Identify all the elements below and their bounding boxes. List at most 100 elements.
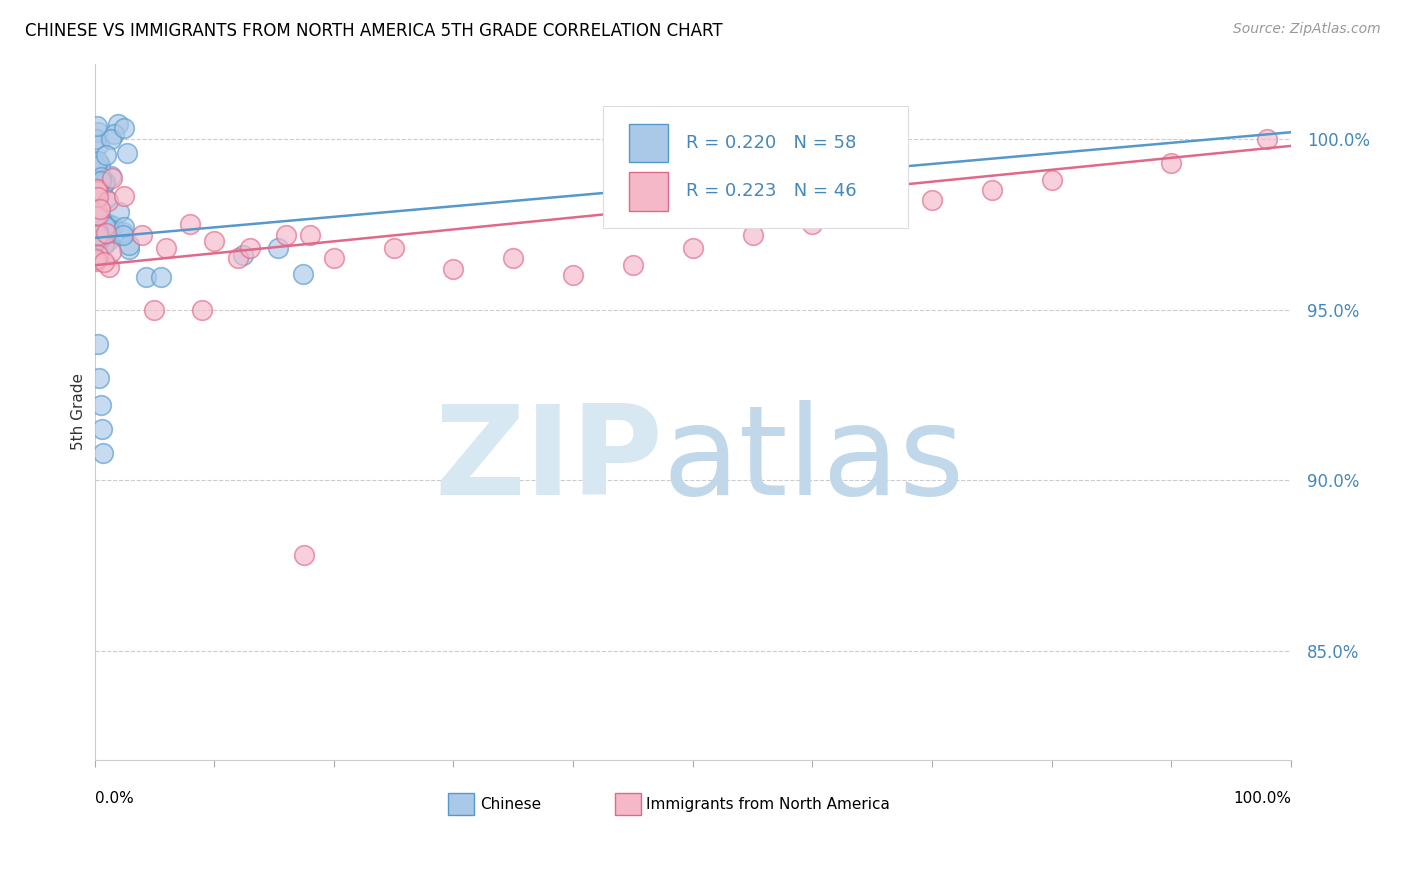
Point: [1256, 132, 1278, 146]
Point: [232, 248, 254, 262]
Point: [86, 242, 108, 256]
FancyBboxPatch shape: [447, 793, 474, 815]
Point: [97, 194, 120, 208]
Point: [89, 158, 111, 172]
Point: [382, 241, 405, 255]
Point: [84, 202, 107, 216]
Point: [90, 170, 112, 185]
Point: [226, 252, 249, 266]
Point: [1160, 156, 1182, 170]
Point: [131, 227, 153, 242]
Text: Source: ZipAtlas.com: Source: ZipAtlas.com: [1233, 22, 1381, 37]
Point: [801, 217, 824, 231]
Point: [84, 208, 107, 222]
Point: [84, 183, 107, 197]
Point: [443, 261, 465, 276]
Point: [292, 548, 315, 562]
Point: [86, 120, 108, 134]
Point: [91, 446, 114, 460]
Point: [1040, 173, 1063, 187]
Point: [87, 232, 110, 246]
Point: [87, 136, 110, 151]
Point: [274, 227, 297, 242]
Point: [98, 217, 121, 231]
Point: [86, 181, 108, 195]
Point: [94, 226, 117, 240]
Point: [118, 238, 141, 252]
Text: 100.0%: 100.0%: [1233, 791, 1291, 805]
Point: [86, 190, 108, 204]
Point: [292, 267, 315, 281]
Point: [86, 185, 108, 199]
Point: [89, 202, 111, 217]
Point: [135, 269, 157, 284]
Text: ZIP: ZIP: [434, 400, 662, 521]
Point: [155, 241, 177, 255]
Point: [107, 117, 129, 131]
Point: [84, 252, 107, 267]
Point: [97, 233, 120, 247]
Point: [84, 233, 107, 247]
Text: 0.0%: 0.0%: [94, 791, 134, 805]
Point: [860, 207, 883, 221]
Point: [86, 234, 108, 248]
Text: Immigrants from North America: Immigrants from North America: [647, 797, 890, 812]
Point: [112, 226, 135, 240]
Point: [143, 302, 166, 317]
Point: [93, 177, 115, 191]
Point: [90, 398, 112, 412]
Point: [239, 241, 262, 255]
Point: [90, 422, 112, 436]
Point: [562, 268, 585, 283]
Point: [84, 189, 107, 203]
Point: [89, 370, 111, 384]
Point: [93, 255, 115, 269]
Point: [267, 241, 290, 255]
Point: [89, 232, 111, 246]
Point: [921, 194, 943, 208]
Point: [94, 192, 117, 206]
Point: [84, 132, 107, 146]
Point: [298, 227, 321, 242]
Point: [86, 182, 108, 196]
Text: R = 0.223   N = 46: R = 0.223 N = 46: [686, 183, 856, 201]
Point: [84, 230, 107, 244]
Text: CHINESE VS IMMIGRANTS FROM NORTH AMERICA 5TH GRADE CORRELATION CHART: CHINESE VS IMMIGRANTS FROM NORTH AMERICA…: [25, 22, 723, 40]
FancyBboxPatch shape: [630, 124, 668, 162]
Point: [86, 184, 108, 198]
Point: [202, 235, 225, 249]
Point: [107, 205, 129, 219]
FancyBboxPatch shape: [614, 793, 641, 815]
Point: [87, 125, 110, 139]
Point: [100, 132, 122, 146]
Point: [86, 200, 108, 214]
Point: [682, 241, 704, 255]
Point: [94, 176, 117, 190]
Point: [114, 219, 136, 234]
Point: [84, 254, 107, 268]
Point: [86, 227, 108, 242]
Point: [93, 236, 115, 251]
Point: [191, 302, 214, 317]
Point: [97, 220, 120, 235]
Point: [115, 146, 138, 161]
Point: [86, 228, 108, 243]
Point: [87, 336, 110, 351]
Text: R = 0.220   N = 58: R = 0.220 N = 58: [686, 134, 856, 152]
Point: [100, 170, 122, 185]
FancyBboxPatch shape: [630, 172, 668, 211]
Point: [97, 260, 120, 275]
Point: [621, 258, 644, 272]
Point: [100, 245, 122, 260]
Point: [96, 218, 118, 232]
FancyBboxPatch shape: [603, 106, 908, 227]
Point: [94, 219, 117, 234]
Point: [112, 120, 135, 135]
Point: [87, 224, 110, 238]
Point: [87, 154, 110, 169]
Point: [87, 248, 110, 262]
Point: [87, 208, 110, 222]
Point: [87, 174, 110, 188]
Point: [150, 270, 173, 285]
Point: [118, 242, 141, 256]
